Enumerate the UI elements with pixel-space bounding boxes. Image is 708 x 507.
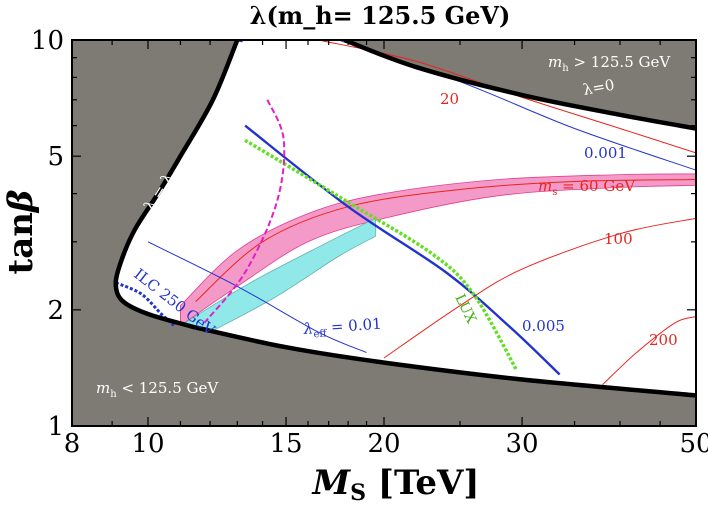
y-axis-label: tanβ xyxy=(1,189,41,274)
y-tick-label: 2 xyxy=(47,296,64,326)
series-layer xyxy=(115,40,696,385)
x-tick-label: 20 xyxy=(367,429,400,459)
series--eff-0-005 xyxy=(244,124,561,376)
label-lam0005: 0.005 xyxy=(522,317,565,335)
excluded-region xyxy=(72,40,696,426)
series-ilc-250-gev xyxy=(203,99,286,324)
x-axis-label: MS [TeV] xyxy=(312,463,480,506)
x-tick-label: 10 xyxy=(131,429,164,459)
series-m-s-100-gev xyxy=(383,217,696,359)
label-mh-below: mh < 125.5 GeV xyxy=(96,379,219,400)
label-lambda-zero: λ=0 xyxy=(582,76,616,99)
boundary-lower xyxy=(195,325,696,398)
label-lam001: λeff = 0.01 xyxy=(302,315,382,341)
y-tick-label: 10 xyxy=(31,26,64,56)
series-m-s-200-gev xyxy=(602,316,696,385)
boundary-lambda-max xyxy=(113,40,240,330)
x-tick-label: 30 xyxy=(506,429,539,459)
label-lam0001: 0.001 xyxy=(584,144,627,162)
label-ms20: 20 xyxy=(440,90,459,108)
x-tick-label: 8 xyxy=(64,429,81,459)
label-mh-above: mh > 125.5 GeV xyxy=(548,53,671,74)
y-tick-label: 1 xyxy=(47,412,64,442)
x-tick-label: 50 xyxy=(679,429,708,459)
series-xenon1t xyxy=(244,138,518,371)
y-tick-label: 5 xyxy=(47,142,64,172)
label-ms60: ms = 60 GeV xyxy=(538,177,636,198)
boundary-lambda-zero xyxy=(343,40,696,131)
chart-title: λ(m_h= 125.5 GeV) xyxy=(250,1,511,30)
label-ms100: 100 xyxy=(604,230,633,248)
axis-ticks: 8 10 15 20 30 50 1 2 5 10 xyxy=(31,26,708,459)
series-m-s-60-gev xyxy=(195,179,696,302)
x-tick-label: 15 xyxy=(269,429,302,459)
label-ms200: 200 xyxy=(649,331,678,349)
series--eff-0-01 xyxy=(147,241,367,353)
